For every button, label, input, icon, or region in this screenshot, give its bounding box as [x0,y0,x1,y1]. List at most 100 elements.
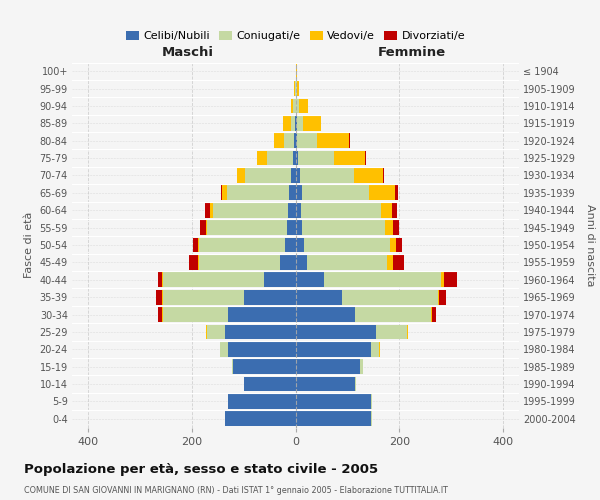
Bar [162,307,163,322]
Bar [307,255,388,270]
Bar [155,290,162,304]
Bar [296,168,299,183]
Bar [285,238,296,252]
Bar [294,81,295,96]
Bar [210,203,213,218]
Bar [379,342,380,356]
Bar [296,412,371,426]
Bar [439,290,446,304]
Bar [244,376,296,392]
Text: Popolazione per età, sesso e stato civile - 2005: Popolazione per età, sesso e stato civil… [24,462,378,475]
Bar [296,81,299,96]
Bar [385,220,392,235]
Bar [228,394,296,409]
Bar [228,307,296,322]
Bar [407,324,408,340]
Bar [296,116,303,130]
Bar [355,376,356,392]
Y-axis label: Anni di nascita: Anni di nascita [586,204,595,286]
Bar [376,324,407,340]
Bar [200,220,206,235]
Bar [213,203,288,218]
Bar [163,290,244,304]
Bar [296,134,317,148]
Bar [296,220,302,235]
Bar [388,255,392,270]
Bar [317,134,349,148]
Bar [301,203,381,218]
Bar [206,220,287,235]
Bar [289,186,296,200]
Bar [296,342,371,356]
Bar [158,272,162,287]
Bar [296,203,301,218]
Bar [441,272,443,287]
Bar [302,186,370,200]
Bar [383,168,384,183]
Bar [227,186,289,200]
Bar [392,220,399,235]
Text: Femmine: Femmine [377,46,446,59]
Bar [296,150,298,166]
Bar [370,186,395,200]
Bar [355,307,431,322]
Bar [381,203,392,218]
Bar [296,238,304,252]
Bar [354,168,383,183]
Bar [226,412,296,426]
Bar [206,324,207,340]
Bar [296,255,307,270]
Bar [392,203,397,218]
Bar [296,307,355,322]
Bar [443,272,457,287]
Bar [392,255,404,270]
Bar [396,238,402,252]
Bar [232,360,233,374]
Bar [162,290,163,304]
Bar [220,342,228,356]
Bar [228,342,296,356]
Bar [268,150,293,166]
Bar [221,186,227,200]
Bar [296,394,371,409]
Text: Maschi: Maschi [162,46,214,59]
Bar [303,116,321,130]
Bar [280,255,296,270]
Bar [199,238,285,252]
Bar [296,324,376,340]
Bar [189,255,199,270]
Bar [237,168,245,183]
Bar [162,272,163,287]
Bar [163,307,228,322]
Bar [158,307,162,322]
Bar [226,324,296,340]
Bar [295,134,296,148]
Bar [324,272,441,287]
Bar [205,203,210,218]
Bar [245,168,292,183]
Bar [334,150,365,166]
Bar [284,134,295,148]
Bar [371,412,372,426]
Bar [283,116,291,130]
Bar [431,307,436,322]
Bar [257,150,268,166]
Bar [296,272,324,287]
Bar [296,186,302,200]
Bar [292,168,296,183]
Text: COMUNE DI SAN GIOVANNI IN MARIGNANO (RN) - Dati ISTAT 1° gennaio 2005 - Elaboraz: COMUNE DI SAN GIOVANNI IN MARIGNANO (RN)… [24,486,448,495]
Bar [163,272,265,287]
Bar [299,98,308,114]
Bar [395,186,398,200]
Bar [244,290,296,304]
Bar [304,238,389,252]
Bar [291,98,293,114]
Bar [207,324,226,340]
Legend: Celibi/Nubili, Coniugati/e, Vedovi/e, Divorziati/e: Celibi/Nubili, Coniugati/e, Vedovi/e, Di… [121,26,470,46]
Bar [274,134,284,148]
Bar [293,98,296,114]
Bar [296,98,299,114]
Bar [193,238,199,252]
Bar [299,168,354,183]
Bar [371,394,372,409]
